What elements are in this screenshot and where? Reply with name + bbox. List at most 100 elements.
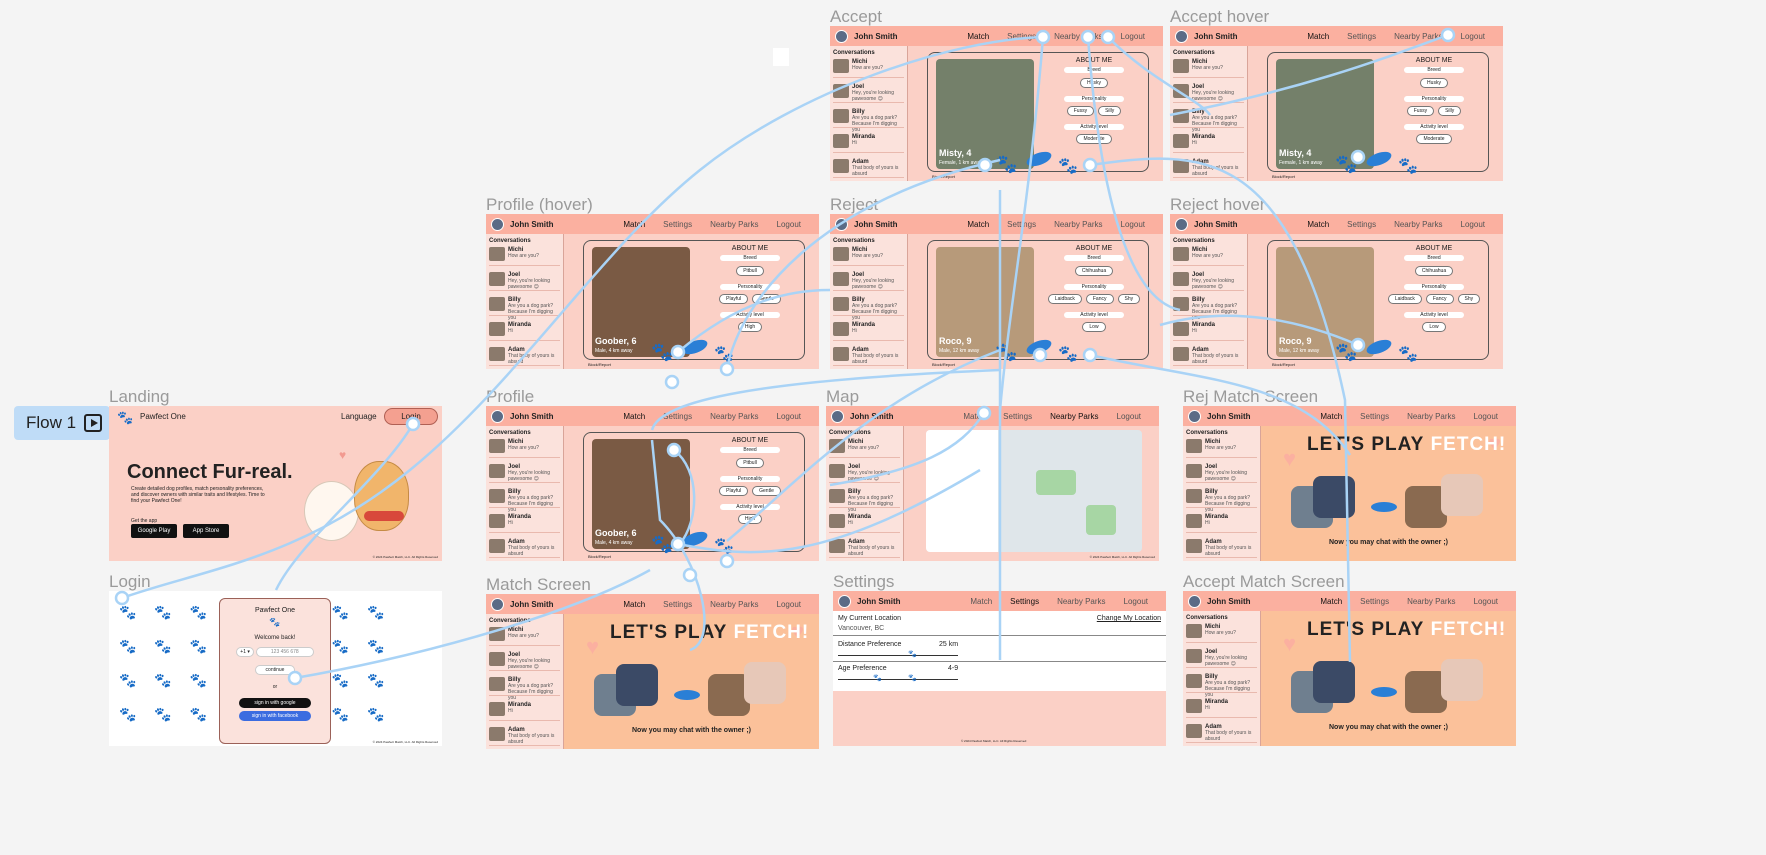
nav-match[interactable]: Match xyxy=(1307,31,1330,41)
conversation-item[interactable]: Miranda Hi xyxy=(1186,514,1257,533)
nav-settings[interactable]: Settings xyxy=(1360,596,1390,606)
nav-logout[interactable]: Logout xyxy=(1116,411,1141,421)
conversation-item[interactable]: Michi How are you? xyxy=(489,247,560,266)
conversation-item[interactable]: Billy Are you a dog park? Because I'm di… xyxy=(833,109,904,133)
conversation-item[interactable]: Joel Hey, you're looking pawesome 😉 xyxy=(833,272,904,291)
nav-nearby-parks[interactable]: Nearby Parks xyxy=(710,219,759,229)
conversation-item[interactable]: Joel Hey, you're looking pawesome 😉 xyxy=(1173,84,1244,103)
google-play-button[interactable]: Google Play xyxy=(131,524,177,538)
nav-settings[interactable]: Settings xyxy=(1360,411,1390,421)
accept-button[interactable]: 🐾 xyxy=(714,538,734,555)
nav-nearby-parks[interactable]: Nearby Parks xyxy=(1407,411,1456,421)
conversation-item[interactable]: Joel Hey, you're looking pawesome 😉 xyxy=(1173,272,1244,291)
avatar[interactable] xyxy=(1175,217,1188,231)
conversation-item[interactable]: Joel Hey, you're looking pawesome 😉 xyxy=(489,464,560,483)
facebook-signin-button[interactable]: sign in with facebook xyxy=(239,711,311,721)
avatar[interactable] xyxy=(491,409,504,423)
frame-label-profile-hover[interactable]: Profile (hover) xyxy=(486,195,593,214)
conversation-item[interactable]: Adam That body of yours is absurd xyxy=(1173,347,1244,366)
frame-label-accept-match[interactable]: Accept Match Screen xyxy=(1183,572,1345,591)
nav-match[interactable]: Match xyxy=(623,411,646,421)
nav-settings[interactable]: Settings xyxy=(1347,31,1377,41)
conversation-item[interactable]: Joel Hey, you're looking pawesome 😉 xyxy=(1186,464,1257,483)
app-store-button[interactable]: App Store xyxy=(183,524,229,538)
conversation-item[interactable]: Billy Are you a dog park? Because I'm di… xyxy=(833,297,904,321)
nav-settings[interactable]: Settings xyxy=(663,219,693,229)
nav-settings[interactable]: Settings xyxy=(1347,219,1377,229)
frame-label-settings[interactable]: Settings xyxy=(833,572,895,591)
conversation-item[interactable]: Billy Are you a dog park? Because I'm di… xyxy=(1186,489,1257,513)
country-select[interactable]: +1 ▾ xyxy=(236,647,254,657)
nav-nearby-parks[interactable]: Nearby Parks xyxy=(1407,596,1456,606)
conversation-item[interactable]: Michi How are you? xyxy=(829,439,900,458)
conversation-item[interactable]: Miranda Hi xyxy=(1173,322,1244,341)
conversation-item[interactable]: Adam That body of yours is absurd xyxy=(1173,159,1244,178)
accept-button[interactable]: 🐾 xyxy=(1398,158,1418,175)
change-location-link[interactable]: Change My Location xyxy=(1096,615,1161,622)
conversation-item[interactable]: Joel Hey, you're looking pawesome 😉 xyxy=(833,84,904,103)
conversation-item[interactable]: Adam That body of yours is absurd xyxy=(1186,539,1257,558)
block-report-link[interactable]: Block/Report xyxy=(1272,174,1295,179)
conversation-item[interactable]: Miranda Hi xyxy=(833,322,904,341)
conversation-item[interactable]: Adam That body of yours is absurd xyxy=(489,539,560,558)
conversation-item[interactable]: Adam That body of yours is absurd xyxy=(489,727,560,746)
conversation-item[interactable]: Joel Hey, you're looking pawesome 😉 xyxy=(489,652,560,671)
map-results-panel[interactable] xyxy=(926,430,998,552)
accept-button[interactable]: 🐾 xyxy=(714,346,734,363)
conversation-item[interactable]: Miranda Hi xyxy=(833,134,904,153)
nav-logout[interactable]: Logout xyxy=(1123,596,1148,606)
distance-slider[interactable]: 🐾 xyxy=(838,651,958,658)
slider-paw-icon[interactable]: 🐾 xyxy=(908,675,917,682)
conversation-item[interactable]: Michi How are you? xyxy=(833,247,904,266)
frame-label-rej-match[interactable]: Rej Match Screen xyxy=(1183,387,1319,406)
conversation-item[interactable]: Joel Hey, you're looking pawesome 😉 xyxy=(829,464,900,483)
phone-input[interactable]: 123 456 678 xyxy=(255,647,314,657)
frame-label-profile[interactable]: Profile xyxy=(486,387,535,406)
block-report-link[interactable]: Block/Report xyxy=(932,174,955,179)
nav-match[interactable]: Match xyxy=(967,219,990,229)
frame-label-accept[interactable]: Accept xyxy=(830,7,882,26)
conversation-item[interactable]: Michi How are you? xyxy=(1173,247,1244,266)
conversation-item[interactable]: Joel Hey, you're looking pawesome 😉 xyxy=(489,272,560,291)
accept-button[interactable]: 🐾 xyxy=(1058,346,1078,363)
nav-settings[interactable]: Settings xyxy=(663,599,693,609)
avatar[interactable] xyxy=(1175,29,1188,43)
conversation-item[interactable]: Billy Are you a dog park? Because I'm di… xyxy=(1173,109,1244,133)
nav-logout[interactable]: Logout xyxy=(776,411,801,421)
nav-match[interactable]: Match xyxy=(967,31,990,41)
nav-match[interactable]: Match xyxy=(1320,596,1343,606)
block-report-link[interactable]: Block/Report xyxy=(1272,362,1295,367)
login-button[interactable]: Login xyxy=(384,408,438,425)
nav-logout[interactable]: Logout xyxy=(1460,219,1485,229)
nav-settings[interactable]: Settings xyxy=(1007,31,1037,41)
slider-paw-icon[interactable]: 🐾 xyxy=(873,675,882,682)
avatar[interactable] xyxy=(1188,594,1201,608)
flow-badge[interactable]: Flow 1 xyxy=(14,406,110,440)
reject-button[interactable]: 🐾 xyxy=(995,154,1018,174)
avatar[interactable] xyxy=(491,597,504,611)
nav-logout[interactable]: Logout xyxy=(1473,596,1498,606)
avatar[interactable] xyxy=(491,217,504,231)
nav-match[interactable]: Match xyxy=(1307,219,1330,229)
avatar[interactable] xyxy=(831,409,844,423)
conversation-item[interactable]: Michi How are you? xyxy=(1186,624,1257,643)
conversation-item[interactable]: Adam That body of yours is absurd xyxy=(833,347,904,366)
nav-match[interactable]: Match xyxy=(1320,411,1343,421)
nav-logout[interactable]: Logout xyxy=(1473,411,1498,421)
reject-button[interactable]: 🐾 xyxy=(1335,154,1358,174)
conversation-item[interactable]: Miranda Hi xyxy=(489,322,560,341)
nav-logout[interactable]: Logout xyxy=(1120,219,1145,229)
conversation-item[interactable]: Miranda Hi xyxy=(489,702,560,721)
conversation-item[interactable]: Adam That body of yours is absurd xyxy=(833,159,904,178)
conversation-item[interactable]: Michi How are you? xyxy=(489,627,560,646)
frame-label-accept-hover[interactable]: Accept hover xyxy=(1170,7,1270,26)
frame-label-landing[interactable]: Landing xyxy=(109,387,170,406)
nav-match[interactable]: Match xyxy=(970,596,993,606)
nav-logout[interactable]: Logout xyxy=(1460,31,1485,41)
accept-button[interactable]: 🐾 xyxy=(1058,158,1078,175)
nav-match[interactable]: Match xyxy=(623,219,646,229)
block-report-link[interactable]: Block/Report xyxy=(932,362,955,367)
nav-nearby-parks[interactable]: Nearby Parks xyxy=(1054,219,1103,229)
reject-button[interactable]: 🐾 xyxy=(651,534,674,554)
avatar[interactable] xyxy=(835,29,848,43)
